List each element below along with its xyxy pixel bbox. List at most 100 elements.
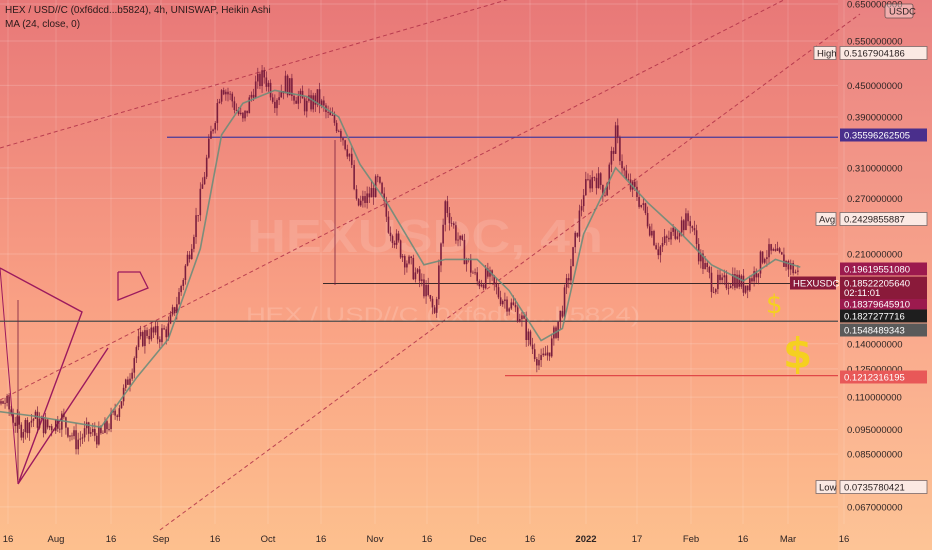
candle-body — [94, 429, 96, 436]
candle-body — [778, 248, 781, 253]
candle-body — [751, 278, 753, 282]
candle-body — [574, 232, 576, 248]
candle-body — [133, 358, 136, 373]
candle-body — [672, 227, 674, 232]
candle-body — [195, 215, 197, 238]
candle-body — [416, 269, 419, 273]
candle-body — [559, 310, 562, 322]
tag-box — [815, 480, 837, 494]
candle-body — [237, 110, 240, 115]
price-tag-support: 0.1212316195 — [840, 370, 927, 384]
candle-body — [340, 130, 342, 139]
price-tag-value: 0.0735780421 — [844, 482, 905, 493]
candle-body — [36, 411, 39, 428]
candle-body — [173, 307, 176, 314]
tag-text: HEXUSDC — [793, 278, 840, 289]
price-tick-label: 0.125000000 — [847, 364, 902, 375]
candle-body — [661, 243, 664, 247]
time-axis: 16 Aug 16 Sep 16 Oct 16 Nov 16 Dec 16 2022 17 Feb 16 Ma… — [3, 534, 850, 545]
tag-text: High — [817, 48, 837, 59]
candle-body — [156, 326, 159, 340]
candle-body — [455, 225, 457, 241]
candle-body — [81, 437, 84, 439]
time-tick-label: Mar — [780, 534, 796, 545]
candle-body — [120, 401, 123, 409]
candle-body — [625, 170, 628, 180]
candle-body — [712, 291, 715, 293]
price-tick-label: 0.085000000 — [847, 450, 902, 461]
candle-body — [565, 278, 568, 288]
candle-body — [427, 284, 430, 296]
price-tag-value: 0.1212316195 — [844, 372, 905, 383]
price-tick-label: 0.390000000 — [847, 113, 902, 124]
candle-body — [729, 285, 732, 288]
price-tag-box — [839, 480, 928, 494]
candle-body — [370, 188, 373, 198]
candle-body — [229, 93, 231, 95]
candle-body — [265, 77, 268, 87]
candle-body — [761, 251, 764, 263]
candle-body — [248, 97, 251, 114]
candle-body — [670, 231, 672, 240]
candle-body — [691, 226, 694, 229]
candle-body — [593, 177, 596, 178]
price-tags: 0.5167904186 0.35596262505 0.2429855887 0.1… — [790, 46, 928, 494]
time-tick-label: 16 — [422, 534, 433, 545]
candle-body — [412, 257, 415, 280]
time-tick-label: 16 — [738, 534, 749, 545]
candles — [0, 64, 799, 480]
candle-body — [178, 292, 180, 305]
candle-body — [299, 90, 302, 97]
candle-body — [446, 201, 449, 213]
candle-body — [250, 94, 253, 98]
candle-body — [655, 245, 657, 250]
candle-body — [274, 101, 276, 109]
candle-body — [463, 239, 466, 265]
candle-body — [706, 263, 709, 268]
candle-body — [280, 91, 283, 98]
candle-body — [257, 73, 259, 82]
price-tag-Avg: 0.2429855887 — [839, 212, 928, 226]
candle-body — [150, 327, 153, 340]
candle-body — [399, 240, 402, 258]
candle-body — [608, 164, 611, 184]
price-tick-label: 0.210000000 — [847, 250, 902, 261]
candle-body — [708, 267, 711, 273]
candle-body — [461, 235, 464, 240]
dollar-icon-small: $ — [766, 290, 783, 320]
candle-body — [318, 89, 321, 106]
candle-body — [657, 249, 660, 256]
candle-body — [674, 227, 677, 239]
candle-body — [719, 274, 721, 281]
candle-body — [208, 138, 210, 158]
price-tag-current: 0.19619551080 — [840, 262, 927, 276]
time-tick-label: 16 — [316, 534, 327, 545]
candle-body — [171, 307, 174, 315]
candle-body — [523, 315, 525, 319]
indicator-legend: MA (24, close, 0) — [5, 19, 80, 30]
candle-body — [144, 330, 146, 347]
candle-body — [459, 235, 461, 240]
dollar-icon-large: $ — [783, 329, 812, 378]
candle-body — [288, 78, 291, 96]
candle-body — [12, 414, 14, 423]
candle-body — [433, 307, 436, 313]
candle-body — [732, 273, 734, 286]
time-tick-label: 17 — [632, 534, 643, 545]
tag-box — [815, 212, 837, 226]
candle-body — [516, 307, 519, 322]
currency-badge[interactable]: USDC — [884, 3, 916, 19]
candle-body — [776, 248, 779, 251]
candle-body — [621, 161, 623, 169]
candle-body — [0, 401, 2, 404]
price-tag-box — [840, 128, 927, 142]
candle-body — [26, 420, 29, 434]
candle-body — [141, 332, 144, 347]
candle-body — [408, 256, 410, 264]
candle-body — [397, 233, 400, 241]
candle-body — [65, 417, 67, 428]
candle-body — [246, 110, 248, 114]
chart-header: HEX / USD//C (0xf6dcd...b5824), 4h, UNIS… — [5, 5, 271, 30]
candle-body — [205, 157, 208, 177]
